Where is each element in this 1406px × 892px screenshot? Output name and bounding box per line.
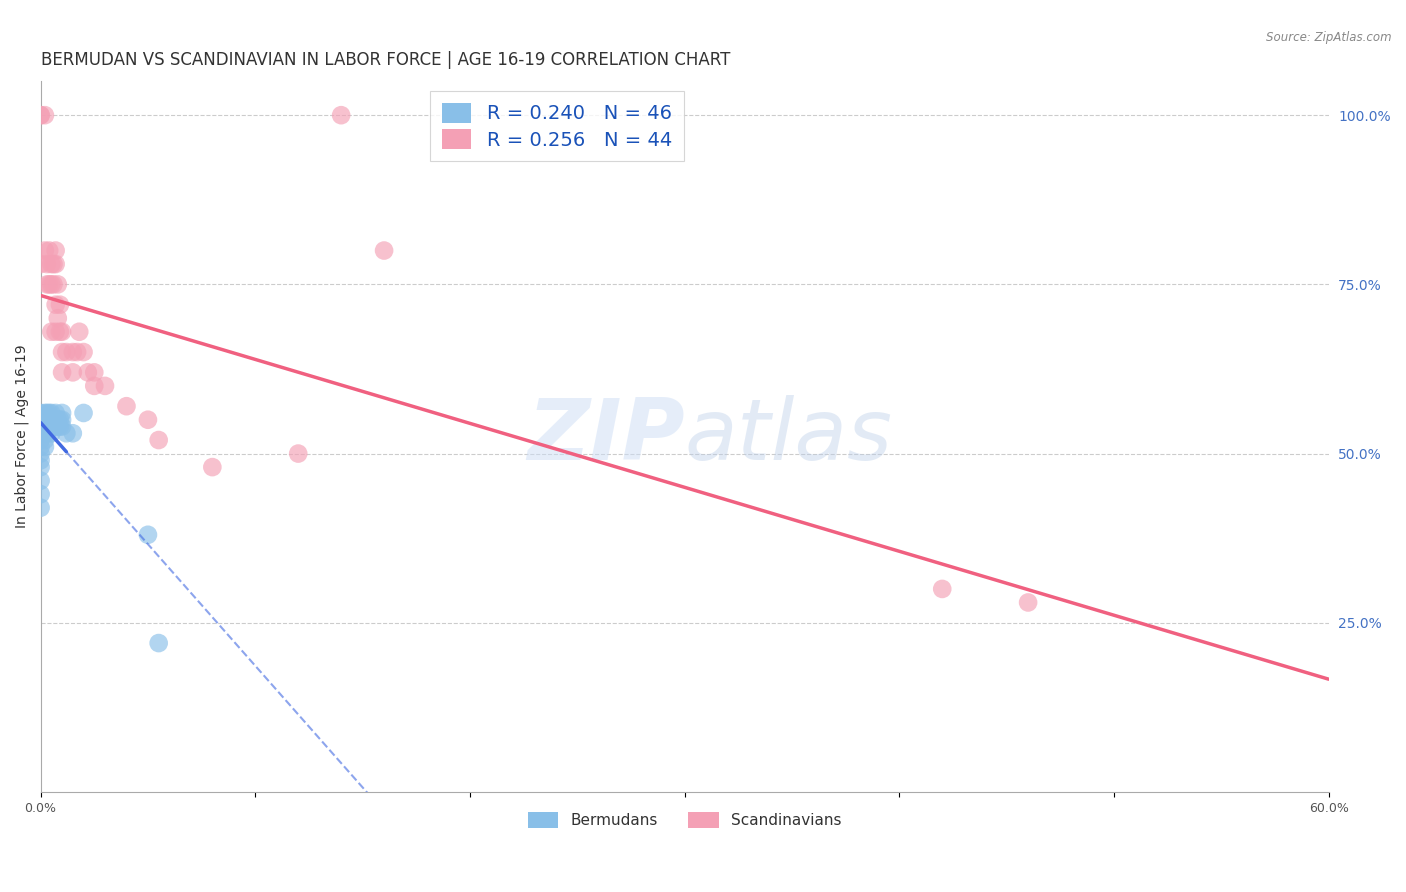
Point — [34, 406, 56, 420]
Point — [136, 413, 159, 427]
Point — [62, 345, 84, 359]
Point — [30, 440, 52, 454]
Point — [72, 406, 94, 420]
Point — [51, 419, 73, 434]
Point — [94, 379, 117, 393]
Point — [30, 453, 52, 467]
Point — [51, 345, 73, 359]
Point — [35, 406, 58, 420]
Point — [46, 311, 69, 326]
Point — [42, 419, 65, 434]
Point — [45, 406, 67, 420]
Point — [42, 257, 65, 271]
Point — [30, 460, 52, 475]
Point — [62, 426, 84, 441]
Point — [148, 636, 170, 650]
Point — [46, 419, 69, 434]
Point — [83, 365, 105, 379]
Point — [30, 108, 52, 122]
Text: ZIP: ZIP — [527, 395, 685, 478]
Point — [41, 413, 63, 427]
Point — [1017, 595, 1039, 609]
Point — [35, 426, 58, 441]
Point — [35, 419, 58, 434]
Point — [148, 433, 170, 447]
Point — [51, 413, 73, 427]
Point — [42, 413, 65, 427]
Point — [30, 487, 52, 501]
Point — [49, 419, 72, 434]
Point — [76, 365, 98, 379]
Point — [30, 413, 52, 427]
Point — [41, 277, 63, 292]
Point — [34, 413, 56, 427]
Point — [30, 108, 52, 122]
Point — [373, 244, 395, 258]
Point — [62, 365, 84, 379]
Point — [51, 365, 73, 379]
Point — [67, 325, 90, 339]
Text: BERMUDAN VS SCANDINAVIAN IN LABOR FORCE | AGE 16-19 CORRELATION CHART: BERMUDAN VS SCANDINAVIAN IN LABOR FORCE … — [41, 51, 730, 69]
Point — [45, 257, 67, 271]
Point — [55, 426, 77, 441]
Point — [45, 419, 67, 434]
Point — [35, 413, 58, 427]
Point — [330, 108, 353, 122]
Point — [931, 582, 953, 596]
Point — [49, 413, 72, 427]
Point — [42, 277, 65, 292]
Point — [115, 399, 138, 413]
Point — [35, 277, 58, 292]
Point — [30, 500, 52, 515]
Point — [30, 426, 52, 441]
Text: Source: ZipAtlas.com: Source: ZipAtlas.com — [1267, 31, 1392, 45]
Point — [41, 419, 63, 434]
Point — [34, 108, 56, 122]
Point — [34, 440, 56, 454]
Point — [45, 298, 67, 312]
Point — [38, 244, 60, 258]
Point — [34, 244, 56, 258]
Point — [41, 325, 63, 339]
Point — [49, 325, 72, 339]
Point — [38, 413, 60, 427]
Point — [72, 345, 94, 359]
Point — [30, 433, 52, 447]
Point — [49, 298, 72, 312]
Point — [136, 528, 159, 542]
Point — [287, 446, 309, 460]
Point — [46, 413, 69, 427]
Y-axis label: In Labor Force | Age 16-19: In Labor Force | Age 16-19 — [15, 345, 30, 528]
Point — [38, 419, 60, 434]
Point — [46, 277, 69, 292]
Point — [30, 406, 52, 420]
Point — [30, 446, 52, 460]
Point — [35, 257, 58, 271]
Point — [38, 277, 60, 292]
Point — [30, 257, 52, 271]
Point — [45, 244, 67, 258]
Point — [34, 419, 56, 434]
Point — [201, 460, 224, 475]
Point — [83, 379, 105, 393]
Point — [34, 433, 56, 447]
Point — [66, 345, 89, 359]
Point — [41, 426, 63, 441]
Text: atlas: atlas — [685, 395, 893, 478]
Point — [41, 257, 63, 271]
Point — [45, 325, 67, 339]
Point — [41, 406, 63, 420]
Point — [51, 325, 73, 339]
Point — [30, 419, 52, 434]
Point — [55, 345, 77, 359]
Legend: Bermudans, Scandinavians: Bermudans, Scandinavians — [522, 805, 848, 834]
Point — [38, 406, 60, 420]
Point — [51, 406, 73, 420]
Point — [30, 474, 52, 488]
Point — [45, 413, 67, 427]
Point — [34, 426, 56, 441]
